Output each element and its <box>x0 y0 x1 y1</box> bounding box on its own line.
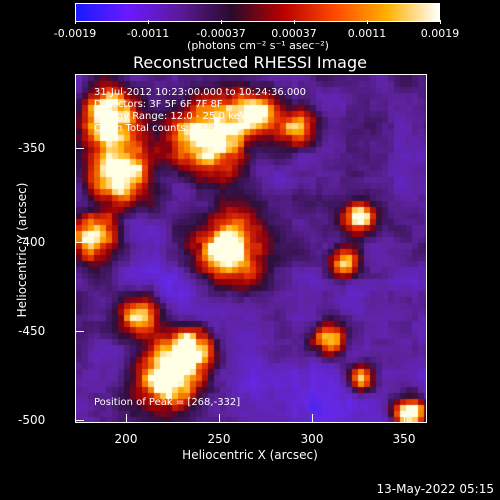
colorbar-tickmark <box>75 20 76 24</box>
render-timestamp: 13-May-2022 05:15 <box>376 482 494 496</box>
colorbar <box>75 3 440 22</box>
x-axis-label: Heliocentric X (arcsec) <box>182 448 318 462</box>
y-tick-label: -350 <box>18 141 46 155</box>
x-tick-label: 200 <box>114 432 138 446</box>
x-tickmark <box>404 414 405 422</box>
colorbar-tickmark <box>221 20 222 24</box>
annotation-peak: Position of Peak = [268,-332] <box>94 397 241 408</box>
x-tick-label: 250 <box>207 432 231 446</box>
colorbar-tick-label: 0.0019 <box>420 27 460 40</box>
x-tickmark <box>312 414 313 422</box>
colorbar-tickmark <box>440 20 441 24</box>
colorbar-tick-label: -0.0011 <box>126 27 170 40</box>
x-tick-label: 350 <box>392 432 416 446</box>
y-tick-label: -500 <box>18 413 46 427</box>
colorbar-tick-label: 0.0011 <box>347 27 387 40</box>
colorbar-units: (photons cm⁻² s⁻¹ asec⁻²) <box>187 39 329 52</box>
x-tick-label: 300 <box>300 432 324 446</box>
y-axis-label: Heliocentric Y (arcsec) <box>15 182 29 318</box>
y-tickmark <box>76 242 84 243</box>
heatmap-image <box>76 75 426 422</box>
annotation-counts: Clean Total counts: 4.36E+03 <box>94 123 242 134</box>
y-tickmark <box>76 148 84 149</box>
y-tick-label: -450 <box>18 324 46 338</box>
x-tickmark <box>126 414 127 422</box>
colorbar-tickmark <box>367 20 368 24</box>
colorbar-tickmark <box>148 20 149 24</box>
annotation-detectors: Detectors: 3F 5F 6F 7F 8F <box>94 99 223 110</box>
y-tick-label: -400 <box>18 235 46 249</box>
colorbar-tickmark <box>294 20 295 24</box>
rhessi-image-plot: 31-Jul-2012 10:23:00.000 to 10:24:36.000… <box>75 74 427 423</box>
y-tickmark <box>76 420 84 421</box>
colorbar-tick-label: -0.0019 <box>53 27 97 40</box>
colorbar-tick-label: 0.00037 <box>271 27 317 40</box>
annotation-time: 31-Jul-2012 10:23:00.000 to 10:24:36.000 <box>94 87 306 98</box>
colorbar-tick-label: -0.00037 <box>196 27 246 40</box>
y-tickmark <box>76 331 84 332</box>
annotation-energy: Energy Range: 12.0 - 25.0 keV <box>94 111 247 122</box>
image-title: Reconstructed RHESSI Image <box>133 53 367 72</box>
x-tickmark <box>219 414 220 422</box>
